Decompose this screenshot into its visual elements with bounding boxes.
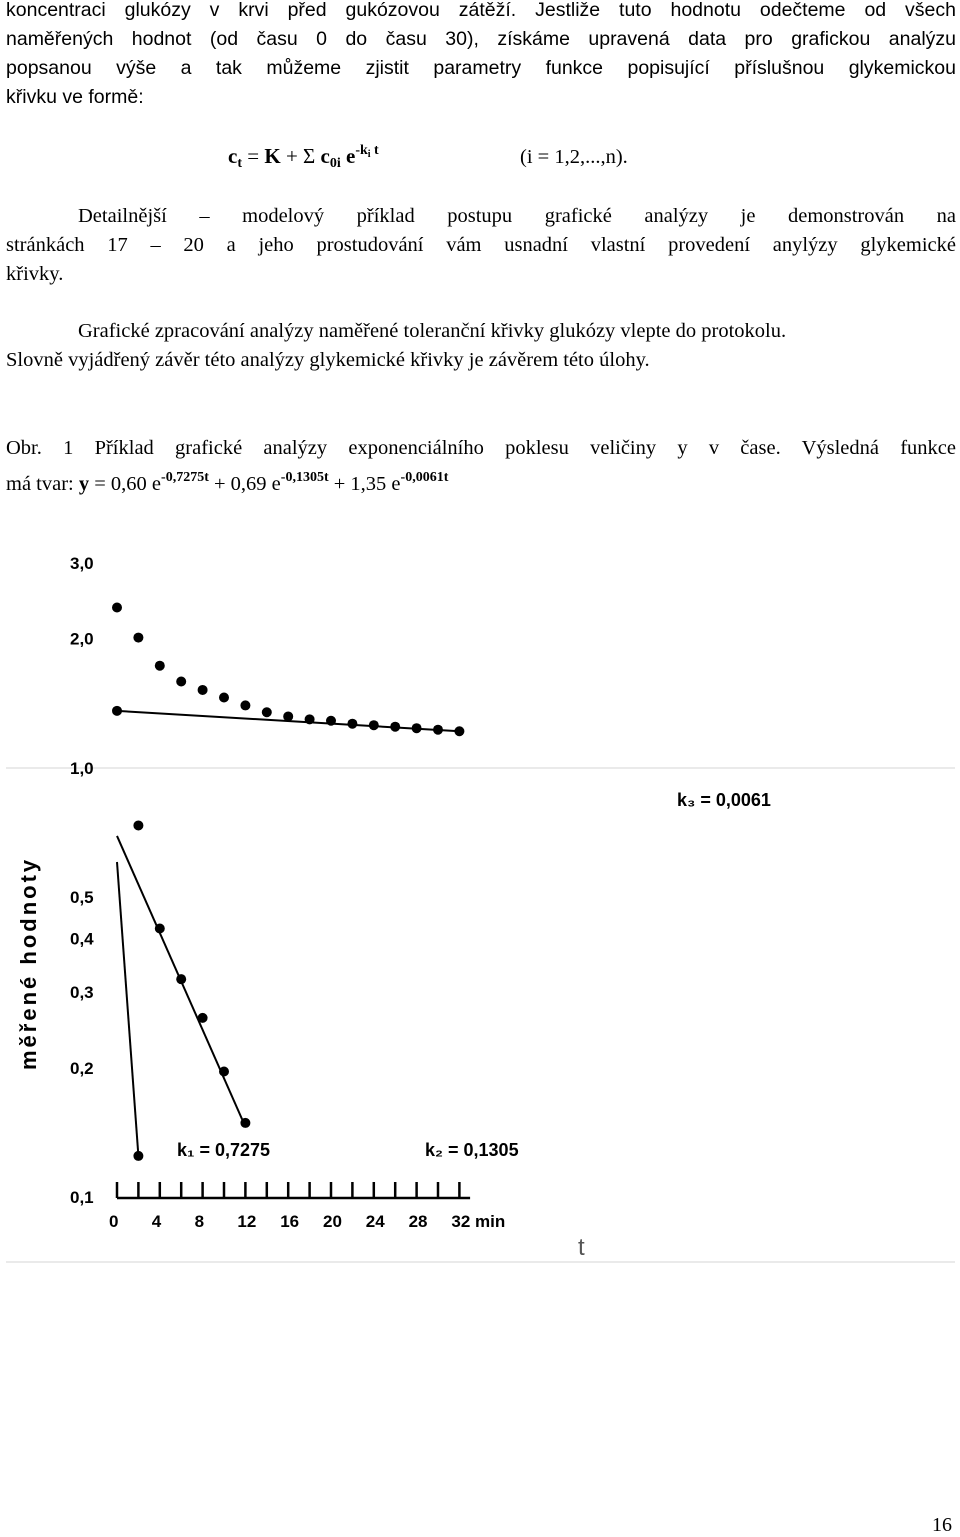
- page-number: 16: [932, 1514, 952, 1536]
- intro-paragraph: koncentraci glukózy v krvi před gukózovo…: [6, 0, 956, 112]
- data-point: [347, 718, 358, 729]
- data-point: [112, 602, 122, 613]
- caption-exp2: -0,1305t: [280, 470, 329, 485]
- y-tick-label: 0,1: [70, 1188, 94, 1207]
- formula-c: c: [228, 144, 238, 168]
- formula-plus-sigma: + Σ: [280, 144, 321, 168]
- data-point: [133, 632, 144, 643]
- x-tick-label: 28: [409, 1212, 428, 1231]
- data-point: [219, 692, 229, 703]
- formula-exp-t: t: [370, 143, 379, 158]
- data-point: [368, 720, 379, 731]
- formula-c0: c: [320, 144, 330, 168]
- fit-label: k₁ = 0,7275: [177, 1140, 270, 1160]
- data-point: [304, 714, 315, 725]
- x-axis-label: t: [578, 1234, 585, 1261]
- data-point: [133, 1150, 144, 1161]
- caption-y: y: [78, 473, 90, 495]
- data-point: [433, 724, 443, 735]
- data-point: [326, 715, 336, 726]
- fit-label: k₃ = 0,0061: [677, 790, 771, 810]
- figure-caption: Obr. 1 Příklad grafické analýzy exponenc…: [6, 434, 956, 499]
- x-tick-label: 32 min: [451, 1212, 505, 1231]
- data-point: [176, 974, 187, 985]
- fit-label: k₂ = 0,1305: [425, 1140, 519, 1160]
- y-tick-label: 0,5: [70, 888, 94, 907]
- caption-plus1: + 0,69 e: [208, 473, 281, 495]
- intro-line: popsanou výše a tak můžeme zjistit param…: [6, 57, 956, 79]
- intro-line: křivku ve formě:: [6, 86, 144, 108]
- paragraph-line: stránkách 17 – 20 a jeho prostudování vá…: [6, 234, 956, 256]
- paragraph-detail: Detailnější – modelový příklad postupu g…: [6, 202, 956, 289]
- caption-line-1: Obr. 1 Příklad grafické analýzy exponenc…: [6, 437, 956, 459]
- chart-axes: 3,0 2,0 1,0 0,5 0,4 0,3 0,2 0,1 0 4 8 12 16 20 24 28 32 …: [6, 554, 955, 1263]
- y-tick-label: 1,0: [70, 759, 94, 778]
- fit-line: [116, 861, 140, 1156]
- paragraph-line: Slovně vyjádřený závěr této analýzy glyk…: [6, 349, 650, 371]
- x-tick-label: 8: [195, 1212, 204, 1231]
- y-tick-label: 3,0: [70, 554, 94, 573]
- formula-exponent: -ki t: [355, 143, 379, 160]
- formula-k: K: [264, 144, 281, 168]
- caption-line-2: má tvar: y = 0,60 e-0,7275t + 0,69 e-0,1…: [6, 463, 956, 499]
- formula-e: e: [340, 144, 356, 168]
- data-point: [197, 1012, 208, 1023]
- data-point: [261, 707, 272, 718]
- paragraph-line: Grafické zpracování analýzy naměřené tol…: [78, 320, 787, 342]
- caption-exp3: -0,0061t: [400, 470, 449, 485]
- intro-line: koncentraci glukózy v krvi před gukózovo…: [6, 0, 956, 21]
- decay-chart: 3,0 2,0 1,0 0,5 0,4 0,3 0,2 0,1 0 4 8 12 16 20 24 28 32 …: [6, 554, 955, 1263]
- x-tick-label: 16: [280, 1212, 299, 1231]
- formula-t-sub: t: [237, 156, 242, 171]
- chart-points: [112, 602, 465, 1161]
- formula-c0-sub: 0i: [329, 156, 341, 171]
- caption-eq: = 0,60 e: [89, 473, 162, 495]
- formula: ct = K + Σ c0i e-ki t: [228, 143, 379, 172]
- data-point: [283, 711, 294, 722]
- data-point: [154, 923, 165, 934]
- chart-labels: k₁ = 0,7275 k₂ = 0,1305 k₃ = 0,0061: [177, 790, 771, 1160]
- chart-fit-lines: [116, 709, 460, 1156]
- data-point: [240, 700, 251, 711]
- intro-line: naměřených hodnot (od času 0 do času 30)…: [6, 28, 956, 50]
- data-point: [411, 723, 422, 734]
- data-point: [197, 684, 208, 695]
- x-tick-label: 12: [237, 1212, 256, 1231]
- y-tick-label: 0,2: [70, 1059, 94, 1078]
- data-point: [176, 676, 187, 687]
- data-point: [154, 660, 165, 671]
- formula-exp-i: i: [367, 149, 371, 160]
- formula-exp-pre: -k: [355, 143, 368, 158]
- caption-plus2: + 1,35 e: [328, 473, 401, 495]
- x-tick-label: 24: [366, 1212, 385, 1231]
- y-tick-label: 0,3: [70, 983, 94, 1002]
- paragraph-line: Detailnější – modelový příklad postupu g…: [78, 205, 956, 227]
- data-point: [454, 726, 465, 737]
- x-tick-label: 0: [109, 1212, 118, 1231]
- paragraph-protocol: Grafické zpracování analýzy naměřené tol…: [6, 317, 956, 375]
- data-point: [219, 1066, 229, 1077]
- caption-exp1: -0,7275t: [161, 470, 209, 485]
- formula-eq: =: [242, 144, 265, 168]
- y-axis-label: měřené hodnoty: [16, 857, 41, 1070]
- data-point: [112, 705, 122, 716]
- data-point: [240, 1117, 251, 1128]
- data-point: [390, 721, 401, 732]
- data-point: [133, 820, 144, 831]
- y-tick-label: 0,4: [70, 930, 94, 949]
- caption-prefix: má tvar:: [6, 473, 79, 495]
- y-tick-label: 2,0: [70, 630, 94, 649]
- formula-condition: (i = 1,2,...,n).: [520, 146, 628, 168]
- x-tick-label: 4: [152, 1212, 162, 1231]
- paragraph-line: křivky.: [6, 263, 64, 285]
- x-tick-label: 20: [323, 1212, 342, 1231]
